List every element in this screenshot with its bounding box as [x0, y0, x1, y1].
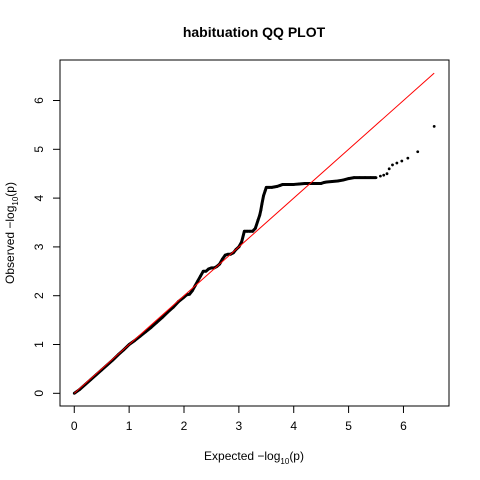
qq-point: [347, 177, 350, 180]
y-tick-label: 0: [32, 390, 46, 397]
qq-point: [204, 269, 208, 273]
qq-point: [303, 182, 307, 185]
qq-point: [341, 178, 345, 182]
qq-point: [352, 176, 356, 180]
qq-point: [253, 226, 257, 230]
qq-point: [292, 183, 296, 186]
qq-point: [358, 176, 361, 180]
qq-point: [155, 321, 158, 324]
x-tick-label: 1: [126, 419, 133, 433]
qq-point: [201, 269, 205, 273]
qq-point: [379, 174, 382, 178]
qq-point: [385, 172, 389, 176]
y-tick-label: 6: [32, 97, 46, 104]
qq-point: [395, 161, 399, 165]
qq-point: [314, 182, 318, 185]
qq-point: [391, 163, 394, 167]
chart-title: habituation QQ PLOT: [183, 24, 326, 40]
qq-point: [267, 185, 271, 189]
qq-point: [251, 229, 254, 233]
x-tick-label: 3: [236, 419, 243, 433]
qq-point: [245, 229, 249, 233]
y-tick-label: 4: [32, 194, 46, 201]
qq-point: [248, 229, 252, 233]
qq-point: [221, 257, 224, 261]
qq-point: [210, 266, 213, 270]
qq-point: [264, 185, 268, 189]
qq-point: [199, 274, 202, 278]
qq-point: [319, 182, 323, 185]
y-tick-label: 1: [32, 341, 46, 348]
y-axis-label: Observed −log10(p): [3, 182, 20, 284]
x-axis-label: Expected −log10(p): [204, 449, 304, 466]
qq-point: [262, 194, 265, 198]
qq-point: [160, 316, 164, 320]
qq-point: [275, 184, 279, 188]
qq-point: [281, 183, 285, 186]
qq-point: [188, 292, 191, 296]
qq-point: [336, 179, 340, 183]
qq-point: [273, 185, 276, 189]
x-tick-label: 5: [345, 419, 352, 433]
y-tick-label: 2: [32, 292, 46, 299]
qq-point: [400, 159, 404, 163]
qq-point: [330, 180, 334, 183]
qq-point: [382, 173, 386, 177]
qq-point: [223, 253, 227, 257]
y-tick-label: 5: [32, 146, 46, 153]
x-tick-label: 6: [400, 419, 407, 433]
qq-point: [258, 213, 262, 217]
qq-point: [240, 240, 244, 244]
qq-point: [406, 156, 410, 160]
qq-point: [297, 182, 301, 186]
qq-point: [432, 124, 436, 128]
y-tick-label: 3: [32, 243, 46, 250]
qq-point: [278, 184, 282, 187]
qq-point: [263, 189, 267, 193]
qq-point: [270, 185, 274, 189]
qq-point: [387, 167, 391, 171]
qq-point: [256, 218, 260, 222]
qq-point: [149, 326, 153, 329]
qq-point: [242, 229, 246, 233]
qq-point: [416, 150, 420, 154]
plot-area-border: [59, 59, 450, 407]
reference-line: [73, 72, 435, 394]
qq-point: [369, 176, 372, 180]
qq-point: [322, 181, 326, 184]
x-tick-label: 0: [71, 419, 78, 433]
x-tick-label: 4: [290, 419, 297, 433]
x-tick-label: 2: [181, 419, 188, 433]
qq-point: [260, 202, 264, 206]
qq-point: [374, 176, 378, 180]
qq-point: [325, 180, 329, 184]
qq-point: [286, 183, 290, 186]
qq-point: [207, 267, 211, 271]
qq-point: [363, 176, 367, 180]
qq-point-trace: [73, 176, 377, 395]
qq-point: [259, 208, 263, 212]
qq-point: [190, 289, 194, 293]
qq-point: [226, 252, 230, 256]
qq-point: [196, 279, 200, 283]
